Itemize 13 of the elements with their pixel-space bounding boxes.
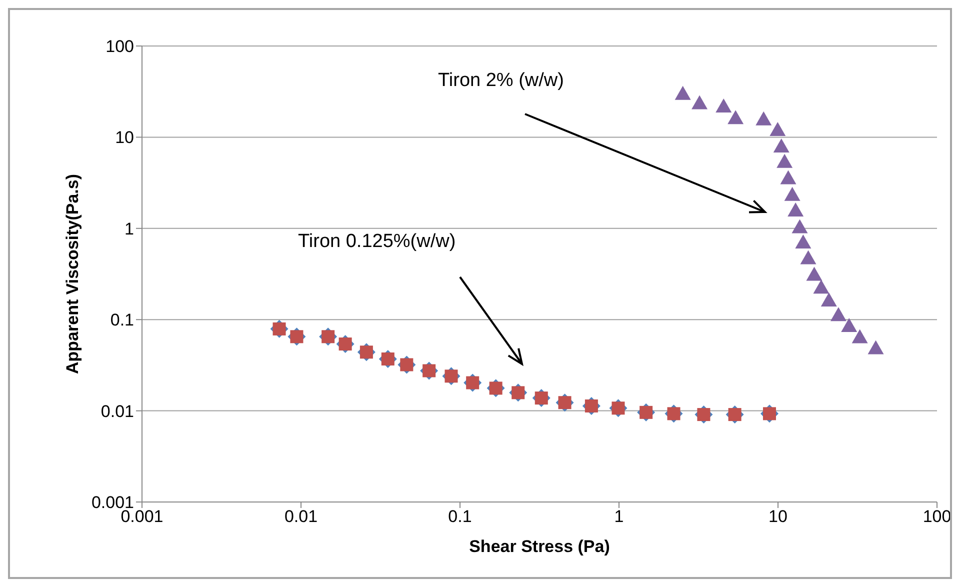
y-tick-label: 100 (106, 37, 134, 56)
x-tick-label: 1 (614, 507, 624, 526)
annotation: Tiron 0.125%(w/w) (298, 231, 456, 253)
x-axis-title: Shear Stress (Pa) (469, 537, 610, 556)
y-tick-label: 1 (124, 219, 134, 238)
x-tick-label: 0.1 (448, 507, 472, 526)
y-tick-label: 10 (115, 128, 134, 148)
y-axis-title: Apparent Viscosity(Pa.s) (63, 174, 82, 374)
y-tick-label: 0.1 (110, 310, 134, 330)
y-tick-label: 0.01 (100, 402, 134, 421)
x-tick-label: 0.01 (284, 507, 318, 526)
annotation: Tiron 2% (w/w) (438, 70, 564, 92)
x-tick-label: 10 (768, 507, 788, 526)
